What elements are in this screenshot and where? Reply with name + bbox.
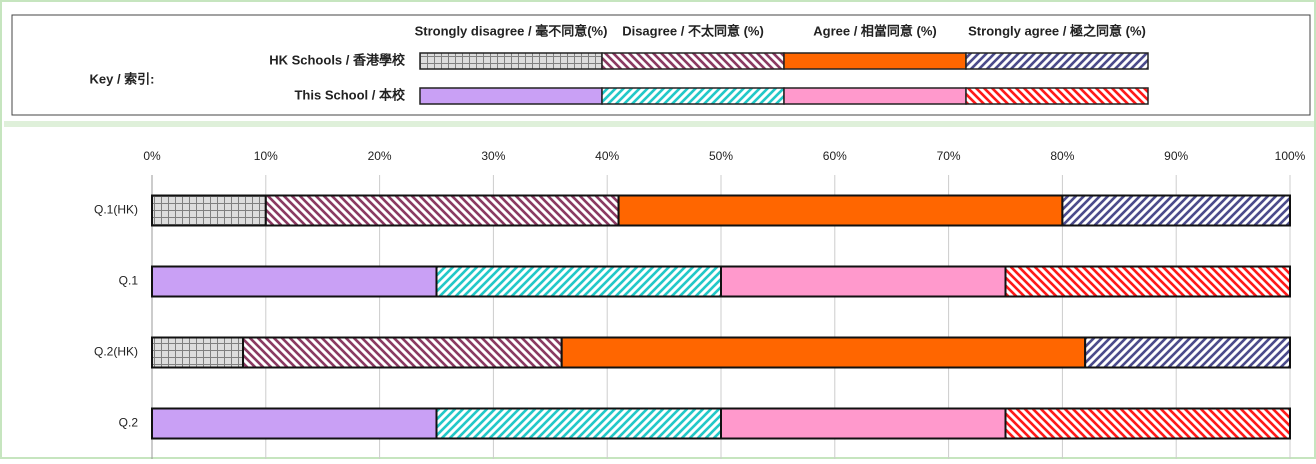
legend-swatch	[965, 87, 1149, 105]
key-title: Key / 索引:	[89, 71, 154, 86]
legend-swatch	[783, 87, 967, 105]
key-row-label: This School / 本校	[294, 87, 406, 102]
bar-segment	[720, 265, 1007, 298]
bar-segment	[151, 407, 438, 440]
legend-swatch	[601, 52, 785, 70]
x-tick-label: 100%	[1275, 149, 1306, 163]
y-tick-label: Q.2(HK)	[94, 345, 138, 359]
bar-segment	[151, 336, 245, 369]
bar-segment	[617, 194, 1064, 227]
bar-segment	[242, 336, 563, 369]
key-row-label: HK Schools / 香港學校	[269, 52, 406, 67]
y-tick-label: Q.2	[119, 416, 139, 430]
key: Key / 索引: Strongly disagree / 毫不同意(%) Dis…	[89, 23, 1149, 105]
x-tick-label: 70%	[937, 149, 961, 163]
legend-swatch	[419, 52, 603, 70]
x-tick-label: 20%	[368, 149, 392, 163]
bar-segment	[151, 194, 267, 227]
x-tick-label: 90%	[1164, 149, 1188, 163]
bar-segment	[1084, 336, 1292, 369]
legend-swatch	[601, 87, 785, 105]
bar-segment	[435, 265, 722, 298]
x-tick-label: 0%	[143, 149, 161, 163]
legend-swatch	[783, 52, 967, 70]
legend-label: Strongly disagree / 毫不同意(%)	[415, 23, 608, 38]
bar-segment	[435, 407, 722, 440]
y-tick-label: Q.1(HK)	[94, 203, 138, 217]
bar-segment	[1004, 265, 1291, 298]
legend-label: Agree / 相當同意 (%)	[813, 23, 937, 38]
x-tick-label: 50%	[709, 149, 733, 163]
bar-segment	[720, 407, 1007, 440]
y-tick-label: Q.1	[119, 274, 139, 288]
legend-label: Strongly agree / 極之同意 (%)	[968, 23, 1146, 38]
splitter	[4, 121, 1314, 127]
bar-segment	[264, 194, 620, 227]
legend-label: Disagree / 不太同意 (%)	[622, 23, 764, 38]
x-tick-label: 40%	[595, 149, 619, 163]
x-tick-label: 30%	[481, 149, 505, 163]
bar-segment	[151, 265, 438, 298]
x-tick-label: 60%	[823, 149, 847, 163]
bar-segment	[1004, 407, 1291, 440]
x-tick-label: 80%	[1050, 149, 1074, 163]
x-tick-label: 10%	[254, 149, 278, 163]
legend-swatch	[419, 87, 603, 105]
bar-segment	[1061, 194, 1292, 227]
bar-segment	[560, 336, 1087, 369]
legend-swatch	[965, 52, 1149, 70]
